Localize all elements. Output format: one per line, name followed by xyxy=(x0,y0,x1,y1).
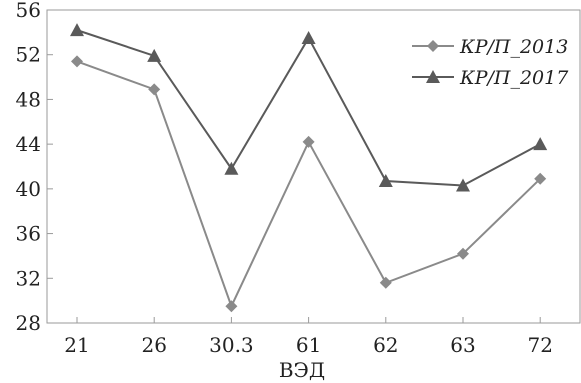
x-tick-label: 26 xyxy=(141,333,166,357)
data-point-triangle xyxy=(456,178,470,192)
series-layer xyxy=(70,23,548,313)
x-tick-label: 72 xyxy=(527,333,552,357)
y-tick-label: 28 xyxy=(16,311,41,335)
y-tick-label: 32 xyxy=(16,266,41,290)
legend-label-2017: КР/П_2017 xyxy=(459,67,569,89)
data-point-triangle xyxy=(301,30,316,44)
data-point-triangle xyxy=(147,48,162,62)
data-point-triangle xyxy=(224,161,239,175)
legend-entry-2017: КР/П_2017 xyxy=(412,67,569,89)
data-point-diamond xyxy=(457,247,469,260)
data-point-diamond xyxy=(534,172,547,185)
y-tick-label: 44 xyxy=(16,132,41,156)
axes-layer: 28 32 36 40 44 48 52 56 21 26 30.3 61 62 63 72 xyxy=(16,0,581,357)
x-tick-label: 62 xyxy=(373,333,398,357)
y-tick-label: 52 xyxy=(16,43,41,67)
data-point-diamond xyxy=(379,276,392,289)
data-point-triangle xyxy=(378,174,393,188)
data-point-diamond xyxy=(148,83,161,96)
data-point-diamond xyxy=(225,300,238,313)
plot-frame xyxy=(46,9,581,324)
x-tick-label: 30.3 xyxy=(209,333,254,357)
legend-diamond-marker xyxy=(427,40,439,52)
legend-entry-2013: КР/П_2013 xyxy=(412,36,568,58)
x-tick-label: 63 xyxy=(450,333,475,357)
x-tick-label: 61 xyxy=(296,333,321,357)
data-point-diamond xyxy=(71,55,83,68)
y-tick-label: 56 xyxy=(16,0,41,22)
y-tick-label: 36 xyxy=(16,222,41,246)
legend-label-2013: КР/П_2013 xyxy=(459,36,568,58)
legend-triangle-marker xyxy=(426,70,440,83)
data-point-diamond xyxy=(302,135,315,148)
series-line-2013 xyxy=(76,60,541,309)
y-tick-label: 40 xyxy=(16,177,41,201)
x-tick-label: 21 xyxy=(64,333,89,357)
data-point-triangle xyxy=(533,137,548,151)
legend: КР/П_2013 КР/П_2017 xyxy=(412,36,569,89)
data-point-triangle xyxy=(70,23,84,37)
y-tick-label: 48 xyxy=(16,87,41,111)
x-axis-title: ВЭД xyxy=(279,358,325,382)
